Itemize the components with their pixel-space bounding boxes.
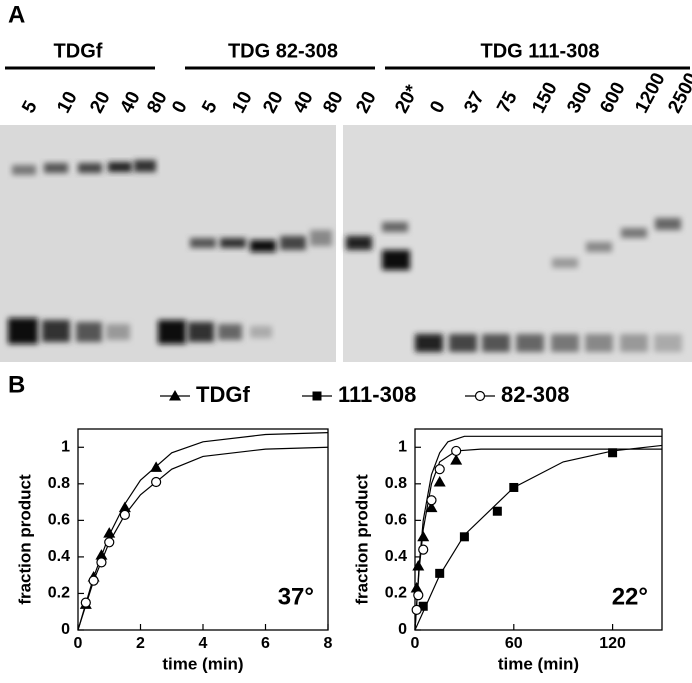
legend-label: TDGf [196,382,250,407]
lane-label: 10 [53,88,81,117]
y-tick-label: 1 [61,438,70,455]
lane-label: 40 [289,88,317,117]
square-marker [418,601,428,611]
lane-label: 2500 [664,70,692,117]
legend-marker [169,390,181,401]
square-marker [492,506,502,516]
lane-label: 75 [493,88,522,117]
lane-label: 20 [86,88,114,117]
triangle-marker [410,581,423,593]
legend-label: 82-308 [501,382,570,407]
lane-label: 80 [143,88,171,117]
square-marker [435,568,445,578]
plot-frame [414,428,663,631]
x-tick-label: 120 [599,635,626,652]
lane-label: 20* [391,81,423,117]
triangle-marker [103,527,116,538]
lane-label: 0 [168,98,192,117]
circle-marker [426,495,437,506]
lane-label: 1200 [631,70,669,117]
panel-label: B [8,371,25,398]
square-marker [608,448,618,458]
square-marker [509,482,519,492]
y-tick-label: 0.8 [385,475,407,492]
triangle-marker [433,475,446,487]
triangle-marker [417,530,430,542]
y-axis-label: fraction product [352,474,371,605]
legend-marker [312,391,322,401]
annotation: 22° [612,583,648,610]
triangle-marker [412,560,425,571]
y-tick-label: 0.6 [48,512,70,529]
triangle-marker [95,549,108,560]
circle-marker [151,476,162,488]
x-tick-label: 2 [136,635,145,652]
x-axis-label: time (min) [498,654,579,673]
gel-left [0,125,336,362]
panel-label: A [8,1,25,28]
gel-right [343,125,692,362]
circle-marker [88,575,99,586]
group-title: TDG 111-308 [481,40,600,62]
triangle-marker [118,501,131,513]
lane-label: 37 [460,88,488,117]
y-tick-label: 0.4 [48,548,70,565]
x-tick-label: 0 [74,635,83,652]
y-tick-label: 0 [398,621,407,638]
y-tick-label: 0 [61,621,70,638]
circle-marker [418,544,429,555]
y-tick-label: 0.8 [48,475,70,492]
x-tick-label: 60 [505,635,523,652]
lane-label: 80 [319,88,347,117]
legend-label: 111-308 [338,382,416,407]
circle-marker [104,537,115,548]
fit-curve [77,446,329,631]
triangle-marker [425,501,438,513]
x-tick-label: 4 [199,635,208,652]
circle-marker [96,557,107,568]
lane-label: 5 [18,97,42,117]
y-tick-label: 0.2 [48,585,70,602]
y-tick-label: 0.6 [385,512,407,529]
circle-marker [411,604,422,616]
legend-marker [474,390,486,402]
lane-label: 20 [259,88,287,117]
circle-marker [413,590,424,601]
lane-label: 150 [528,79,561,117]
lane-label: 5 [198,97,222,117]
group-title: TDG 82-308 [228,40,338,62]
lane-label: 20 [352,88,380,117]
lane-label: 10 [228,88,256,117]
y-axis-label: fraction product [15,474,34,605]
triangle-marker [150,461,163,472]
triangle-marker [450,454,463,465]
annotation: 37° [278,583,314,610]
y-tick-label: 0.4 [385,548,407,565]
circle-marker [119,509,130,520]
square-marker [459,532,469,542]
lane-label: 600 [596,79,629,117]
lane-label: 300 [563,79,596,117]
circle-marker [434,464,445,475]
lane-label: 0 [426,98,450,117]
x-axis-label: time (min) [162,654,243,673]
group-title: TDGf [54,40,103,62]
y-tick-label: 0.2 [385,585,407,602]
circle-marker [451,445,462,457]
y-tick-label: 1 [398,438,407,455]
x-tick-label: 6 [261,635,270,652]
x-tick-label: 8 [324,635,333,652]
x-tick-label: 0 [411,635,420,652]
lane-label: 40 [116,88,144,117]
circle-marker [80,597,91,608]
